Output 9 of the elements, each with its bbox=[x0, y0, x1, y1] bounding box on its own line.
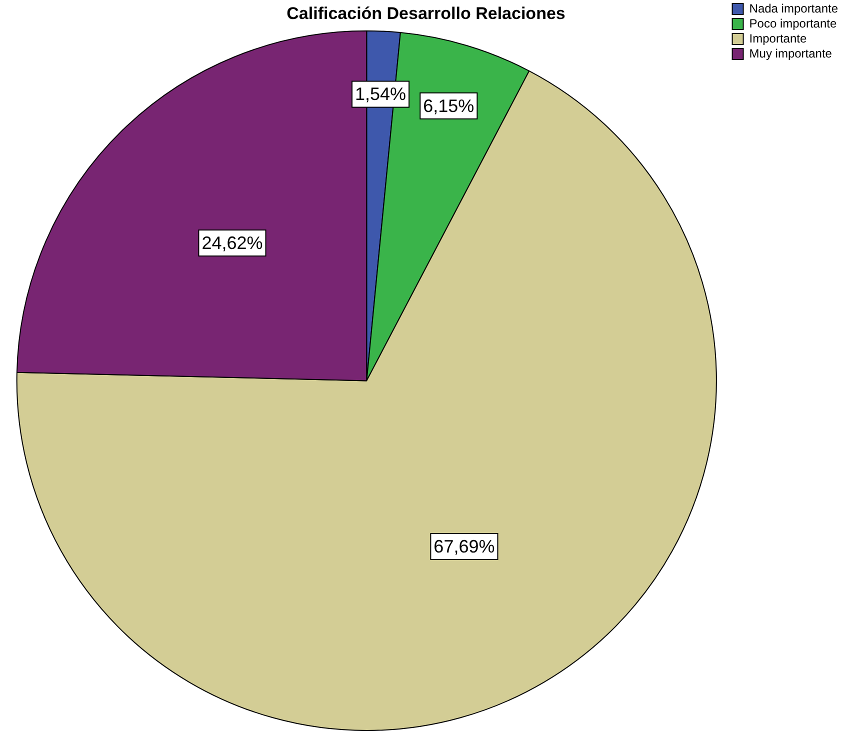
chart-title: Calificación Desarrollo Relaciones bbox=[286, 4, 566, 23]
data-label: 1,54% bbox=[354, 84, 406, 104]
data-label: 24,62% bbox=[202, 233, 263, 254]
legend-label: Poco importante bbox=[749, 16, 837, 30]
legend-label: Muy importante bbox=[749, 46, 832, 60]
data-label: 67,69% bbox=[434, 536, 495, 556]
data-label: 6,15% bbox=[423, 96, 474, 116]
legend-label: Importante bbox=[749, 31, 807, 46]
legend-label: Nada importante bbox=[749, 1, 838, 16]
